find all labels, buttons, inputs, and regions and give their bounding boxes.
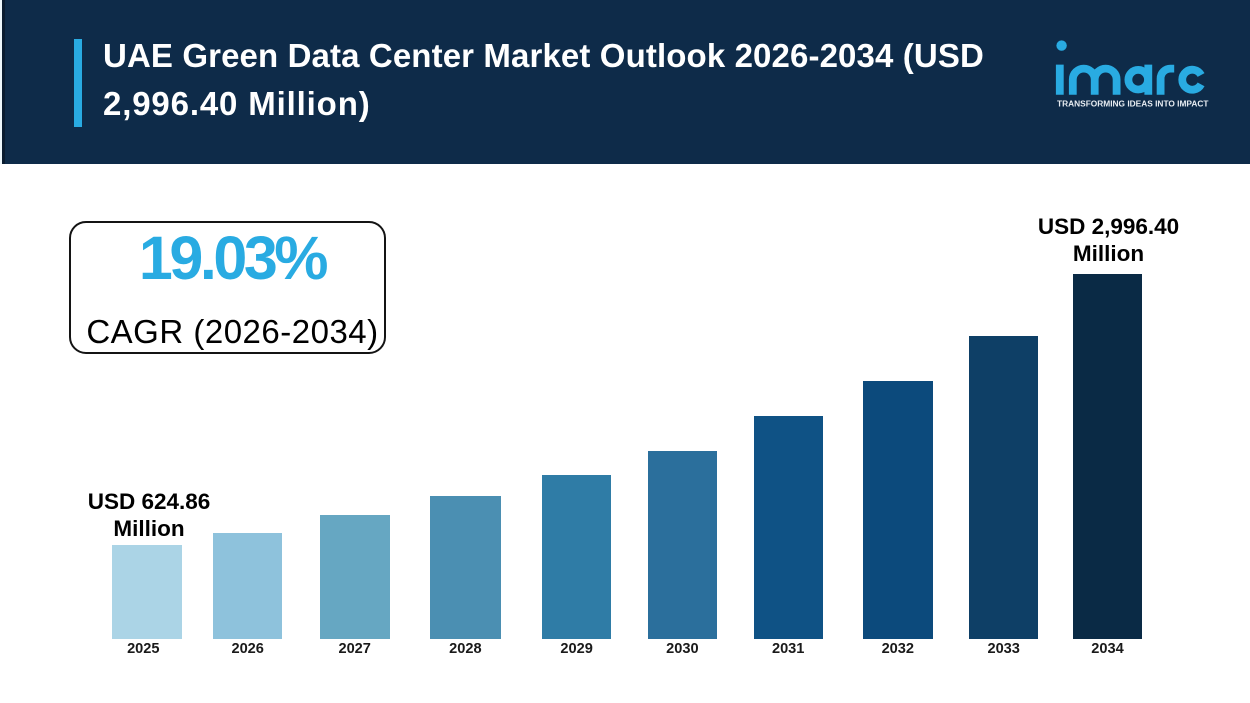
svg-text:TRANSFORMING IDEAS INTO IMPACT: TRANSFORMING IDEAS INTO IMPACT [1057,99,1209,108]
